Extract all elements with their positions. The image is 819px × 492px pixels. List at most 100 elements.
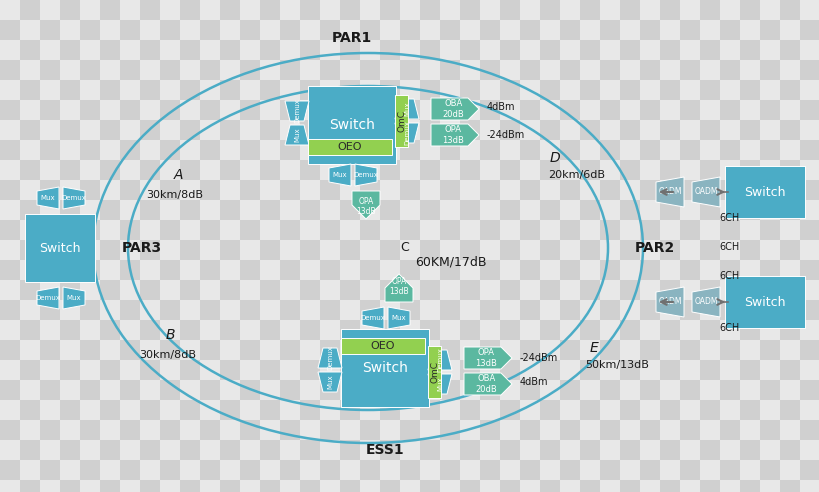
Bar (759, 280, 779, 300)
Bar (20, 400, 40, 420)
Bar (260, 40, 279, 60)
Bar (579, 20, 600, 40)
Bar (60, 480, 80, 492)
Bar (319, 460, 340, 480)
Bar (479, 440, 500, 460)
Text: Mux: Mux (66, 295, 81, 301)
Bar (759, 440, 779, 460)
Polygon shape (285, 125, 309, 145)
Bar (679, 480, 699, 492)
Bar (699, 100, 719, 120)
Bar (20, 100, 40, 120)
Bar (200, 140, 219, 160)
Bar (699, 340, 719, 360)
Bar (679, 340, 699, 360)
Bar (400, 80, 419, 100)
Bar (240, 220, 260, 240)
Bar (579, 420, 600, 440)
Bar (20, 160, 40, 180)
Bar (180, 20, 200, 40)
Bar (300, 240, 319, 260)
Bar (419, 180, 440, 200)
Bar (400, 220, 419, 240)
Bar (279, 140, 300, 160)
Bar (100, 480, 120, 492)
Text: A: A (173, 168, 183, 182)
Bar (120, 180, 140, 200)
Bar (600, 140, 619, 160)
Bar (360, 60, 379, 80)
Bar (180, 0, 200, 20)
Bar (699, 120, 719, 140)
Bar (319, 480, 340, 492)
Bar (699, 460, 719, 480)
Bar (619, 480, 639, 492)
Bar (459, 440, 479, 460)
Bar (240, 60, 260, 80)
Bar (419, 20, 440, 40)
Bar (240, 480, 260, 492)
Bar (379, 20, 400, 40)
Bar (579, 200, 600, 220)
Bar (759, 400, 779, 420)
Bar (219, 480, 240, 492)
Bar (759, 80, 779, 100)
Bar (260, 0, 279, 20)
Polygon shape (387, 307, 410, 329)
Bar (100, 360, 120, 380)
Bar (340, 300, 360, 320)
Bar (319, 180, 340, 200)
FancyBboxPatch shape (308, 139, 391, 155)
Bar (260, 420, 279, 440)
Bar (639, 360, 659, 380)
Bar (140, 440, 160, 460)
Bar (500, 280, 519, 300)
Bar (260, 480, 279, 492)
Text: OPA
13dB: OPA 13dB (389, 277, 409, 296)
Bar (20, 180, 40, 200)
Bar (459, 220, 479, 240)
Bar (739, 100, 759, 120)
Text: Mux: Mux (404, 102, 410, 116)
Bar (300, 200, 319, 220)
Bar (579, 440, 600, 460)
Bar (619, 420, 639, 440)
Bar (500, 320, 519, 340)
Bar (759, 420, 779, 440)
Bar (779, 200, 799, 220)
Bar (759, 240, 779, 260)
Bar (379, 80, 400, 100)
Bar (160, 220, 180, 240)
Bar (240, 240, 260, 260)
Bar (379, 160, 400, 180)
Bar (679, 460, 699, 480)
Bar (600, 360, 619, 380)
Bar (160, 320, 180, 340)
Bar (40, 340, 60, 360)
Bar (40, 280, 60, 300)
Bar (579, 40, 600, 60)
Bar (540, 280, 559, 300)
Bar (379, 340, 400, 360)
Bar (559, 480, 579, 492)
Bar (600, 260, 619, 280)
Bar (20, 260, 40, 280)
Bar (440, 220, 459, 240)
Bar (739, 480, 759, 492)
Bar (260, 120, 279, 140)
Bar (519, 480, 540, 492)
Bar (0, 140, 20, 160)
Text: Switch: Switch (39, 242, 80, 254)
Bar (219, 140, 240, 160)
Bar (219, 160, 240, 180)
Bar (219, 240, 240, 260)
Bar (479, 100, 500, 120)
Bar (240, 20, 260, 40)
Bar (679, 240, 699, 260)
Bar (260, 240, 279, 260)
Bar (319, 140, 340, 160)
Bar (80, 440, 100, 460)
Bar (739, 140, 759, 160)
Bar (699, 320, 719, 340)
Bar (400, 200, 419, 220)
